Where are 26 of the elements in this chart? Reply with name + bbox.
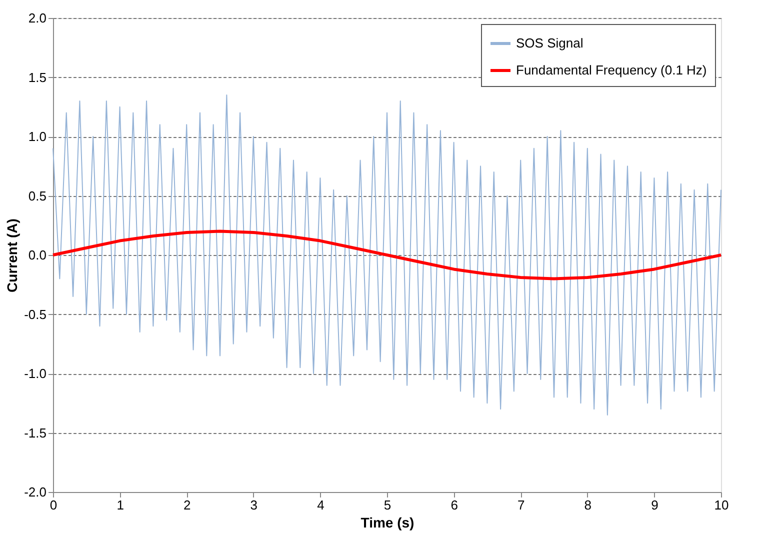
y-tick-label: 0.5	[28, 188, 46, 204]
x-tick-label: 0	[50, 498, 58, 512]
x-tick-label: 6	[450, 498, 458, 512]
legend-label: SOS Signal	[516, 36, 584, 50]
x-tick-label: 3	[250, 498, 258, 512]
y-tick-label: -1.0	[24, 366, 46, 381]
x-axis-title: Time (s)	[360, 514, 414, 530]
y-tick-label: 1.5	[28, 70, 46, 85]
y-tick-label: 0.0	[28, 248, 46, 262]
x-tick-label: 10	[714, 498, 729, 512]
y-tick-label: 1.0	[28, 129, 46, 144]
legend-label: Fundamental Frequency (0.1 Hz)	[516, 62, 707, 78]
x-tick-label: 5	[384, 498, 392, 512]
x-tick-label: 4	[317, 498, 324, 512]
line-series	[52, 230, 722, 280]
x-tick-label: 8	[584, 498, 592, 512]
y-tick-label: 2.0	[28, 10, 46, 26]
y-tick-label: -0.5	[24, 306, 46, 322]
x-tick-label: 9	[651, 498, 658, 512]
y-axis-title: Current (A)	[4, 218, 20, 292]
x-tick-label: 2	[183, 498, 191, 512]
x-tick-label: 1	[116, 498, 124, 512]
x-tick-label: 7	[517, 498, 525, 512]
line-series	[52, 94, 722, 416]
y-tick-label: -2.0	[24, 484, 46, 500]
y-tick-label: -1.5	[24, 425, 46, 440]
